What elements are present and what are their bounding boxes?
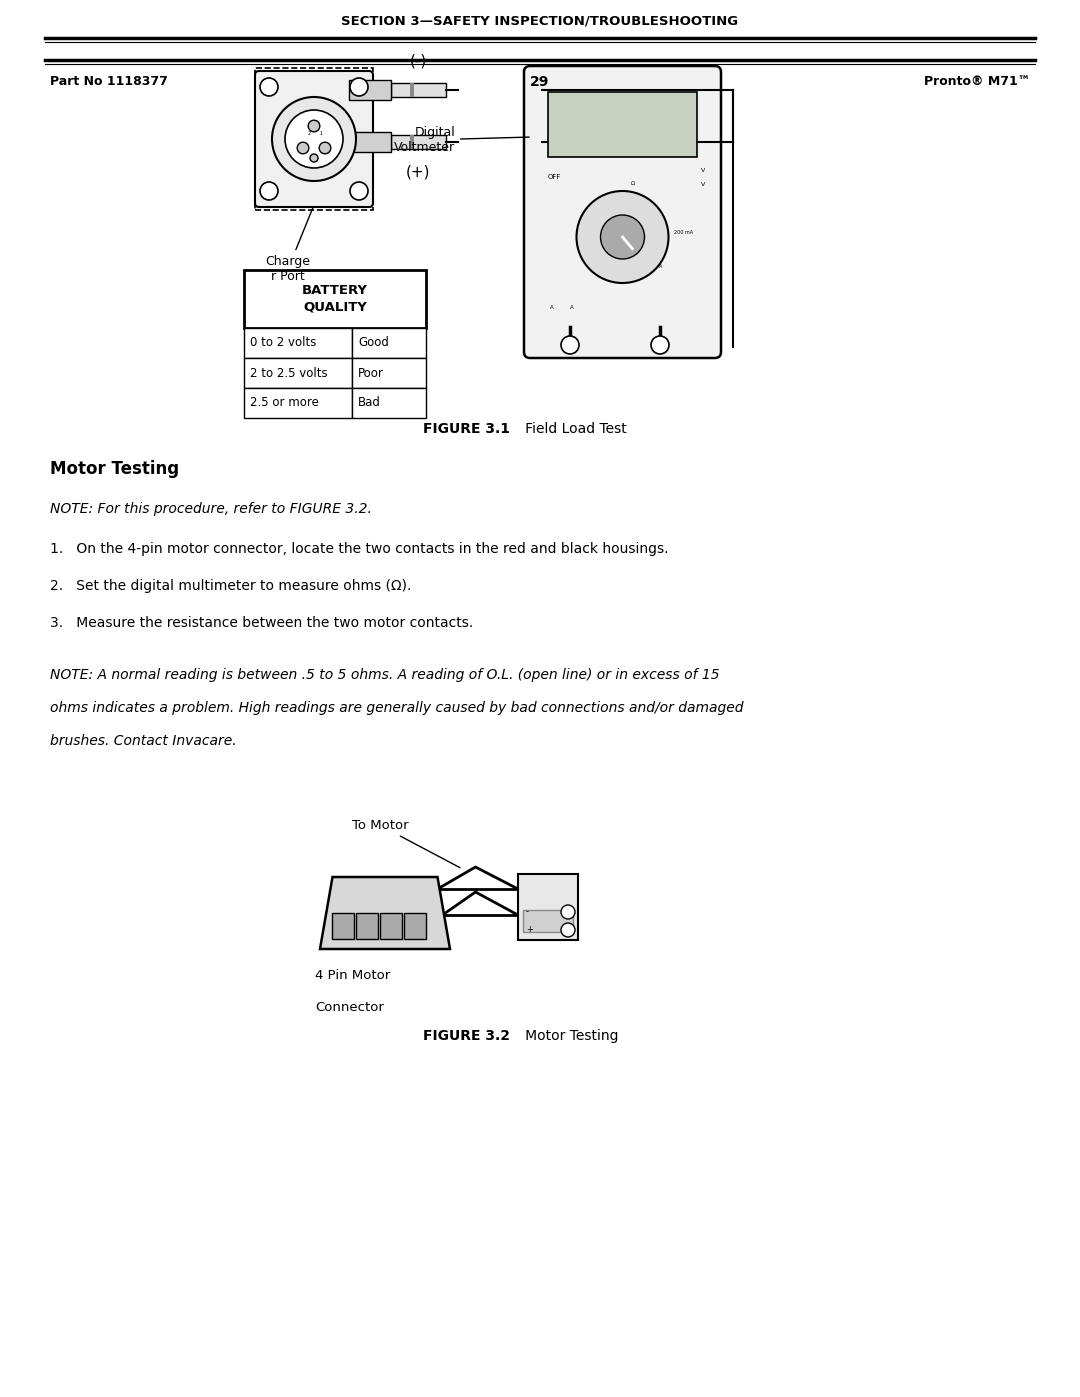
Bar [391, 136, 446, 149]
Text: FIGURE 3.2: FIGURE 3.2 [423, 1030, 510, 1044]
Bar [332, 914, 354, 939]
Text: 2.5 or more: 2.5 or more [249, 397, 319, 409]
Circle shape [285, 110, 343, 168]
Bar [380, 914, 402, 939]
Text: 2.   Set the digital multimeter to measure ohms (Ω).: 2. Set the digital multimeter to measure… [50, 578, 411, 592]
Text: Good: Good [359, 337, 389, 349]
Circle shape [350, 78, 368, 96]
Text: V: V [701, 182, 705, 187]
Text: Field Load Test: Field Load Test [512, 422, 626, 436]
Text: Ω: Ω [631, 182, 635, 186]
FancyBboxPatch shape [255, 71, 373, 207]
Text: 2: 2 [308, 130, 311, 136]
Bar [518, 875, 578, 940]
Text: 3.   Measure the resistance between the two motor contacts.: 3. Measure the resistance between the tw… [50, 616, 473, 630]
Text: (-): (-) [409, 53, 427, 68]
Text: To Motor: To Motor [352, 819, 460, 868]
Bar [391, 82, 446, 96]
Text: Poor: Poor [359, 366, 384, 380]
Text: SECTION 3—SAFETY INSPECTION/TROUBLESHOOTING: SECTION 3—SAFETY INSPECTION/TROUBLESHOOT… [341, 15, 739, 28]
Circle shape [297, 142, 309, 154]
Circle shape [308, 120, 320, 131]
Text: 1.   On the 4-pin motor connector, locate the two contacts in the red and black : 1. On the 4-pin motor connector, locate … [50, 542, 669, 556]
Text: 200 mA: 200 mA [674, 229, 692, 235]
Text: +: + [526, 925, 532, 933]
Bar [404, 914, 426, 939]
Bar [523, 909, 573, 932]
Bar [255, 68, 373, 210]
Text: (+): (+) [406, 163, 430, 179]
Text: 2 to 2.5 volts: 2 to 2.5 volts [249, 366, 327, 380]
Circle shape [260, 182, 278, 200]
Bar [244, 270, 426, 328]
Bar [244, 358, 352, 388]
Text: BATTERY
QUALITY: BATTERY QUALITY [302, 285, 368, 313]
Text: A: A [550, 305, 554, 310]
Text: A: A [659, 264, 662, 270]
FancyBboxPatch shape [524, 66, 721, 358]
Circle shape [561, 905, 575, 919]
Bar [352, 328, 426, 358]
Bar [244, 328, 352, 358]
Circle shape [350, 182, 368, 200]
Text: V: V [701, 168, 705, 172]
Bar [352, 388, 426, 418]
Text: 1: 1 [320, 130, 323, 136]
Circle shape [561, 337, 579, 353]
Text: -: - [526, 908, 529, 916]
Text: OFF: OFF [548, 175, 562, 180]
Text: Motor Testing: Motor Testing [512, 1030, 619, 1044]
Bar [349, 80, 391, 101]
Text: Digital
Voltmeter: Digital Voltmeter [394, 126, 529, 154]
Text: Pronto® M71™: Pronto® M71™ [923, 75, 1030, 88]
Bar [548, 92, 697, 156]
Bar [410, 82, 415, 96]
Circle shape [272, 96, 356, 182]
Text: Bad: Bad [359, 397, 381, 409]
Bar [244, 388, 352, 418]
Bar [352, 358, 426, 388]
Circle shape [651, 337, 669, 353]
Circle shape [310, 154, 318, 162]
Text: FIGURE 3.1: FIGURE 3.1 [423, 422, 510, 436]
Circle shape [561, 923, 575, 937]
Circle shape [600, 215, 645, 258]
Bar [410, 136, 415, 149]
Text: 4 Pin Motor: 4 Pin Motor [315, 970, 390, 982]
Bar [349, 131, 391, 152]
Circle shape [577, 191, 669, 284]
Text: NOTE: A normal reading is between .5 to 5 ohms. A reading of O.L. (open line) or: NOTE: A normal reading is between .5 to … [50, 668, 719, 682]
Text: brushes. Contact Invacare.: brushes. Contact Invacare. [50, 733, 237, 747]
Bar [356, 914, 378, 939]
Text: Part No 1118377: Part No 1118377 [50, 75, 167, 88]
Text: A: A [570, 305, 573, 310]
Text: Connector: Connector [315, 1002, 383, 1014]
Text: 29: 29 [530, 75, 550, 89]
Circle shape [260, 78, 278, 96]
Circle shape [320, 142, 330, 154]
Text: NOTE: For this procedure, refer to FIGURE 3.2.: NOTE: For this procedure, refer to FIGUR… [50, 502, 372, 515]
Text: 0 to 2 volts: 0 to 2 volts [249, 337, 316, 349]
Polygon shape [320, 877, 450, 949]
Text: Charge
r Port: Charge r Port [266, 208, 313, 284]
Text: ohms indicates a problem. High readings are generally caused by bad connections : ohms indicates a problem. High readings … [50, 701, 743, 715]
Text: Motor Testing: Motor Testing [50, 460, 179, 478]
